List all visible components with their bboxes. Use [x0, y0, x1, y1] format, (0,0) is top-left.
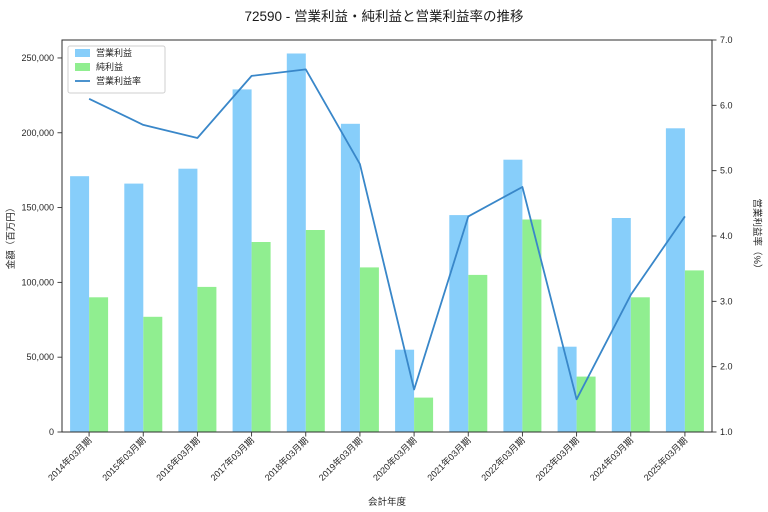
x-tick-label: 2022年03月期: [479, 435, 527, 483]
bar: [576, 376, 596, 432]
bar: [124, 183, 144, 432]
chart-title: 72590 - 営業利益・純利益と営業利益率の推移: [244, 8, 523, 24]
bar-series-operating-income: [70, 53, 685, 433]
bar: [286, 53, 306, 432]
bar: [232, 89, 252, 433]
bar-series-net-income: [89, 219, 704, 432]
y-axis-left-label: 金額（百万円）: [5, 203, 17, 270]
y-axis-right-label: 営業利益率（%）: [751, 199, 763, 274]
legend-box: [67, 45, 166, 94]
x-tick-label: 2018年03月期: [262, 435, 310, 483]
x-tick-label: 2014年03月期: [45, 435, 93, 483]
y-left-tick-label: 250,000: [21, 53, 54, 63]
x-tick-label: 2024年03月期: [587, 435, 635, 483]
operating-margin-line: [88, 68, 686, 401]
bar: [414, 397, 434, 432]
bar: [557, 346, 577, 432]
bar: [395, 349, 415, 432]
x-tick-label: 2025年03月期: [641, 435, 689, 483]
x-tick-label: 2015年03月期: [100, 435, 148, 483]
bar: [340, 123, 360, 433]
bar: [611, 218, 631, 432]
bar: [251, 242, 271, 432]
legend-label: 営業利益: [96, 47, 132, 58]
bar: [630, 297, 650, 432]
bar: [70, 176, 90, 432]
y-right-tick-label: 1.0: [720, 427, 733, 437]
x-axis-label: 会計年度: [368, 496, 407, 508]
bar: [468, 274, 488, 432]
bar: [503, 159, 523, 432]
y-right-tick-label: 6.0: [720, 100, 733, 110]
y-left-tick-label: 0: [49, 427, 54, 437]
x-tick-label: 2021年03月期: [425, 435, 473, 483]
bar: [305, 230, 325, 432]
legend-label: 営業利益率: [96, 75, 141, 86]
y-right-tick-label: 2.0: [720, 362, 733, 372]
bar: [665, 128, 685, 433]
x-tick-label: 2023年03月期: [533, 435, 581, 483]
x-tick-label: 2016年03月期: [154, 435, 202, 483]
bar: [684, 270, 704, 432]
bar: [359, 267, 379, 432]
x-tick-label: 2017年03月期: [208, 435, 256, 483]
bar: [522, 219, 542, 432]
y-left-tick-label: 200,000: [21, 128, 54, 138]
bar: [197, 286, 217, 432]
y-right-tick-label: 5.0: [720, 166, 733, 176]
bar: [89, 297, 109, 432]
bar: [143, 316, 163, 432]
legend-swatch: [75, 49, 90, 57]
y-left-tick-label: 50,000: [26, 352, 54, 362]
legend-label: 純利益: [96, 61, 123, 72]
plot-area: 0 50,000 100,000 150,000 200,000 250,000 1.0 2.…: [21, 35, 732, 483]
legend-swatch: [75, 63, 90, 71]
y-left-tick-label: 150,000: [21, 203, 54, 213]
y-right-tick-label: 3.0: [720, 296, 733, 306]
x-tick-label: 2020年03月期: [370, 435, 418, 483]
y-left-tick-label: 100,000: [21, 277, 54, 287]
bar: [178, 168, 198, 432]
x-tick-label: 2019年03月期: [316, 435, 364, 483]
y-right-tick-label: 4.0: [720, 231, 733, 241]
bar: [449, 215, 469, 432]
y-right-tick-label: 7.0: [720, 35, 733, 45]
